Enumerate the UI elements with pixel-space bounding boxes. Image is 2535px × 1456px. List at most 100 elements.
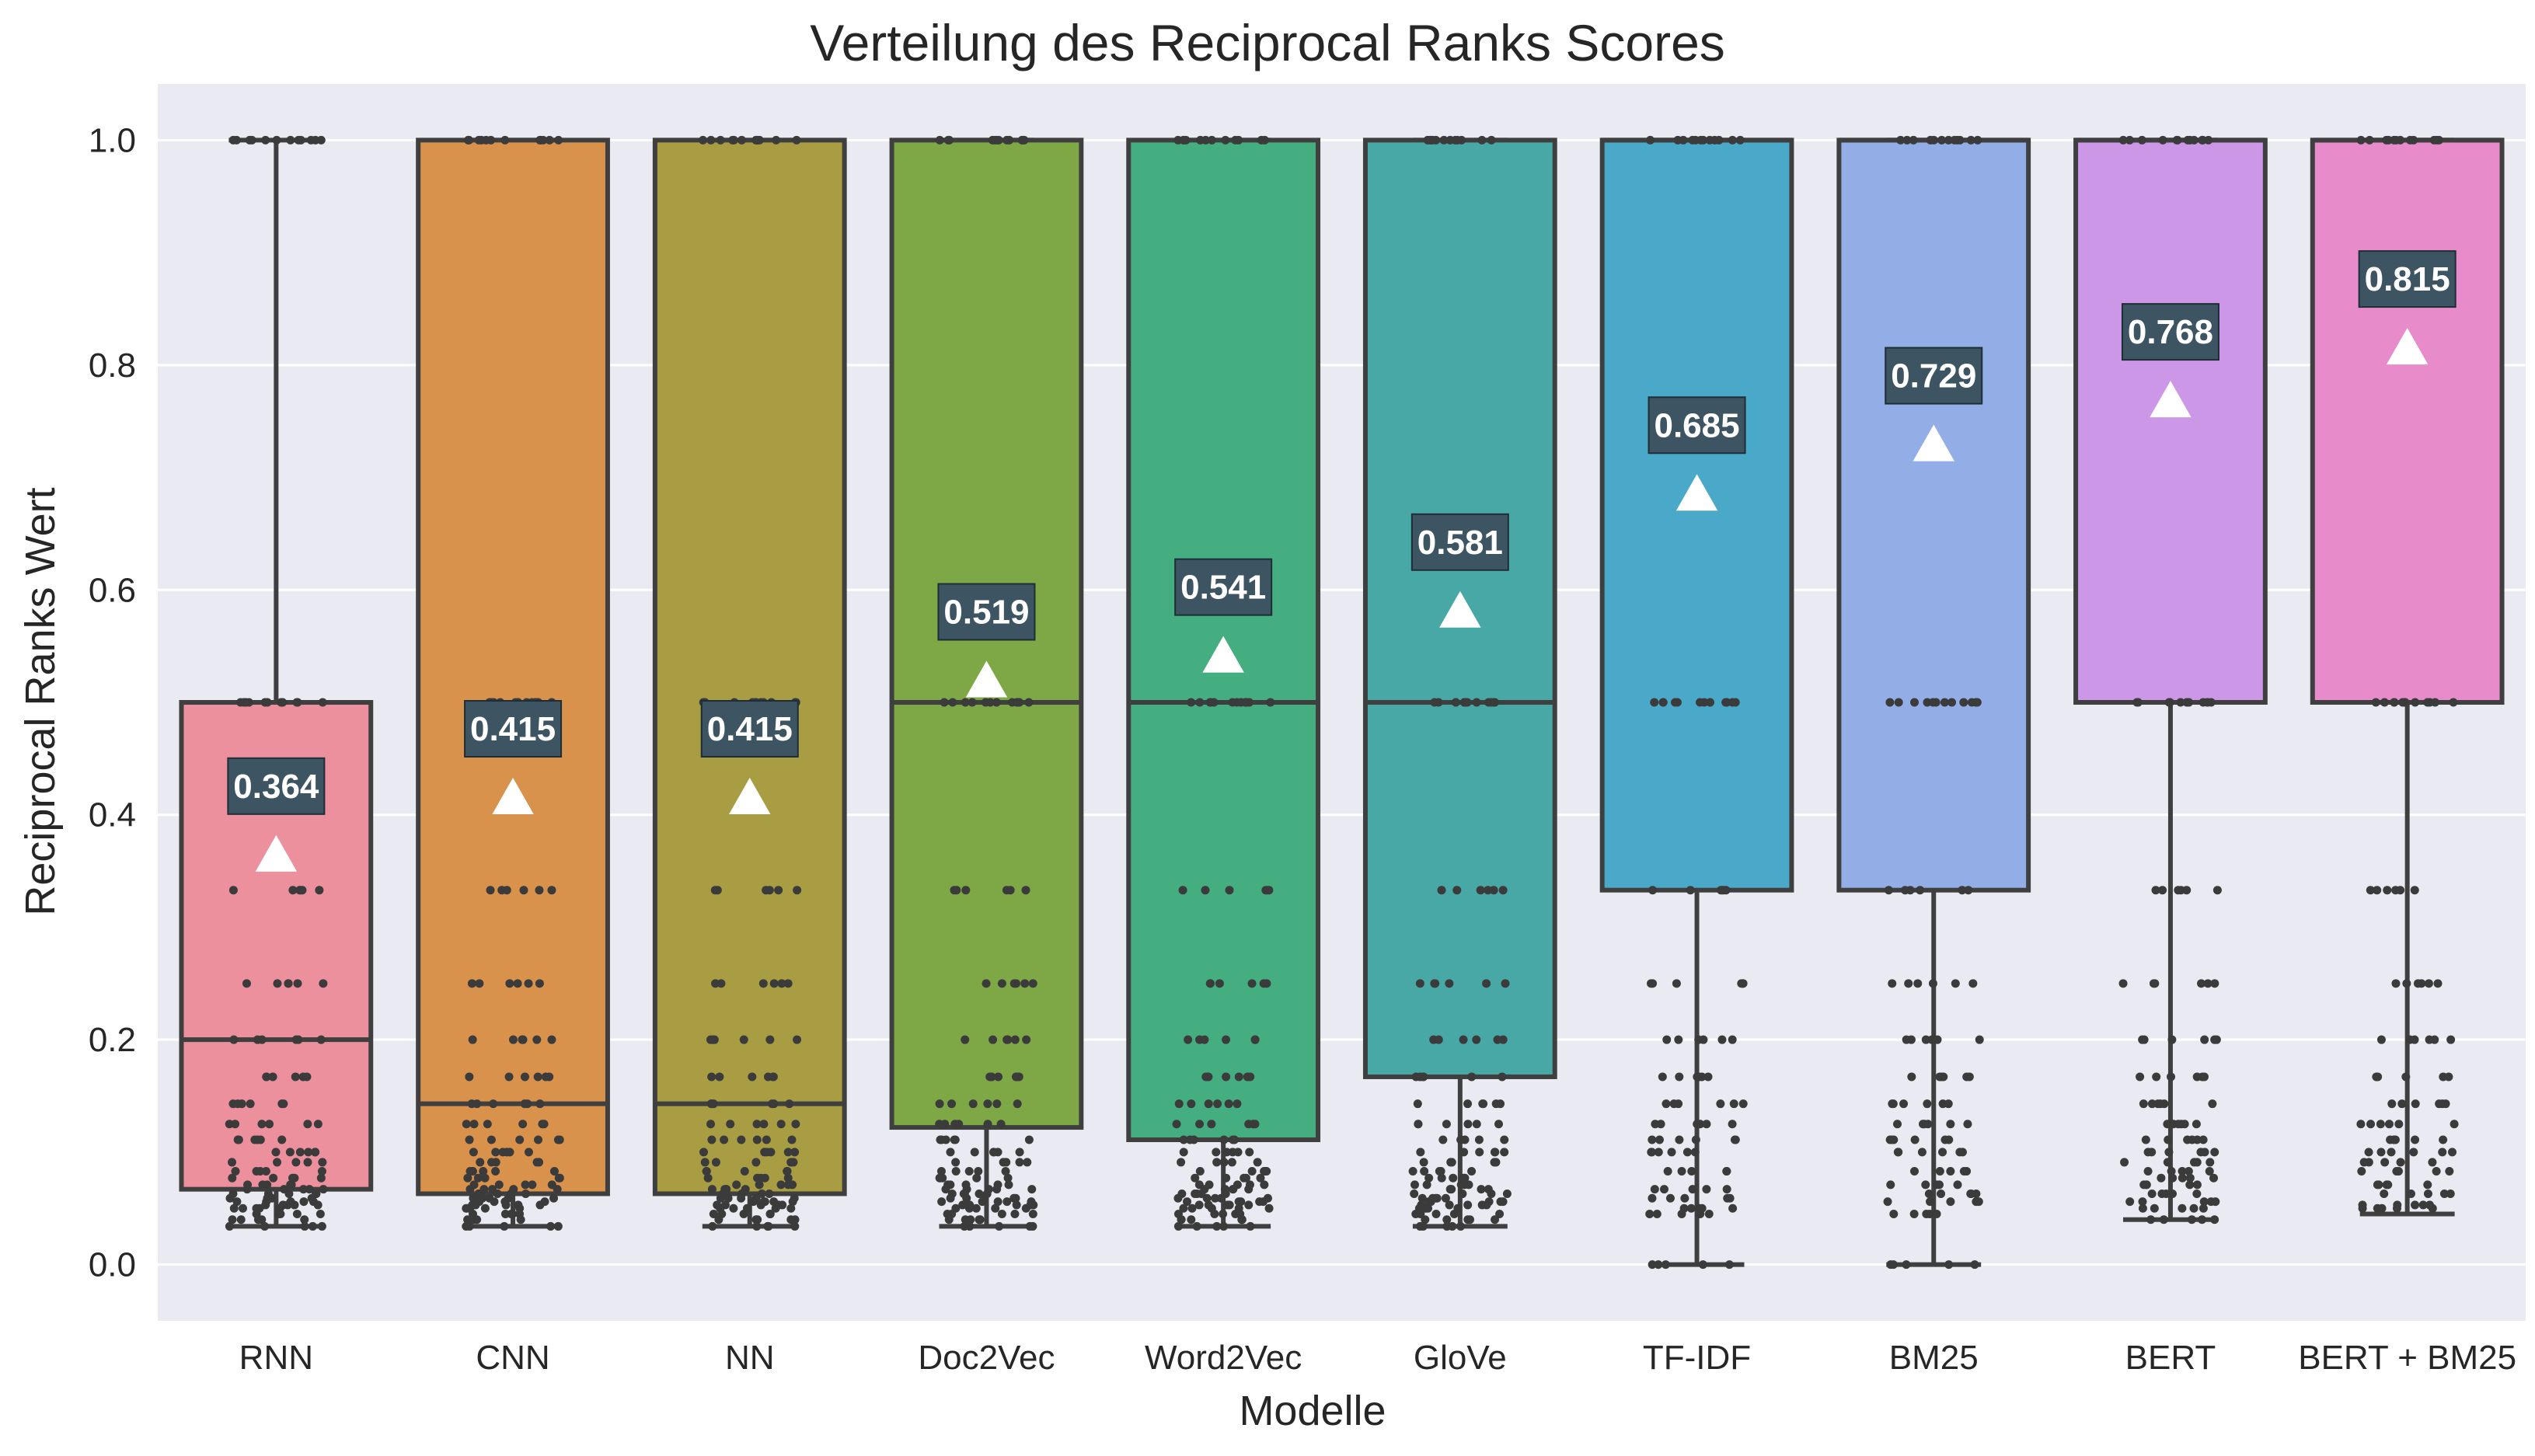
data-point [545, 135, 554, 145]
data-point [790, 1148, 800, 1157]
data-point [524, 979, 533, 988]
data-point [535, 1099, 545, 1109]
data-point [1229, 1185, 1238, 1194]
data-point [1002, 135, 1012, 145]
data-point [2380, 1189, 2389, 1198]
data-point [246, 1099, 255, 1109]
data-point [2439, 1189, 2449, 1198]
data-point [1449, 1210, 1459, 1219]
data-point [1923, 698, 1932, 707]
data-point [788, 1197, 797, 1207]
data-point [988, 135, 997, 145]
data-point [2169, 1120, 2178, 1129]
data-point [2449, 698, 2458, 707]
data-point [788, 1180, 797, 1190]
data-point [769, 979, 779, 988]
data-point [720, 1135, 729, 1144]
data-point [1027, 1185, 1037, 1194]
data-point [1463, 1200, 1473, 1210]
data-point [1460, 1173, 1470, 1183]
data-point [535, 1200, 545, 1210]
data-point [964, 1167, 974, 1176]
mean-value-label: 0.415 [470, 710, 556, 748]
data-point [1264, 1203, 1274, 1213]
data-point [1675, 1072, 1684, 1082]
data-point [2210, 1215, 2219, 1224]
strip-points [935, 135, 1038, 1231]
data-point [1728, 135, 1737, 145]
data-point [762, 886, 771, 895]
data-point [1487, 135, 1496, 145]
data-point [1500, 1135, 1509, 1144]
data-point [1648, 1135, 1657, 1144]
data-point [1013, 698, 1023, 707]
data-point [1648, 886, 1658, 895]
data-point [1448, 1221, 1457, 1231]
data-point [1179, 135, 1188, 145]
data-point [1209, 698, 1219, 707]
data-point [2406, 1189, 2415, 1198]
data-point [981, 698, 990, 707]
mean-value-label: 0.685 [1654, 406, 1739, 444]
data-point [2366, 886, 2375, 895]
data-point [1651, 1120, 1660, 1129]
data-point [1484, 886, 1493, 895]
y-tick-label: 1.0 [89, 121, 136, 159]
data-point [1476, 886, 1485, 895]
mean-marker: 0.768 [2121, 303, 2219, 418]
data-point [983, 1120, 992, 1129]
data-point [1204, 1099, 1213, 1109]
data-point [1921, 1180, 1930, 1190]
data-point [1472, 1120, 1481, 1129]
data-point [497, 886, 507, 895]
data-point [2377, 1203, 2387, 1213]
data-point [1185, 1135, 1194, 1144]
data-point [971, 1203, 981, 1213]
data-point [706, 1120, 715, 1129]
data-point [498, 1148, 507, 1157]
data-point [1494, 1120, 1504, 1129]
data-point [961, 698, 970, 707]
data-point [1691, 1135, 1700, 1144]
data-point [1667, 1148, 1676, 1157]
data-point [1250, 1035, 1260, 1044]
data-point [2390, 698, 2399, 707]
data-point [783, 1167, 792, 1176]
strip-points [1883, 135, 1984, 1270]
data-point [1216, 1193, 1226, 1203]
data-point [786, 1215, 796, 1224]
data-point [262, 1072, 271, 1082]
data-point [1951, 979, 1960, 988]
data-point [549, 1193, 559, 1203]
data-point [1207, 135, 1216, 145]
data-point [716, 1193, 725, 1203]
data-point [228, 1158, 237, 1167]
data-point [2357, 1167, 2366, 1176]
mean-value-label: 0.581 [1417, 524, 1503, 562]
data-point [505, 1148, 514, 1157]
data-point [1233, 1099, 1242, 1109]
data-point [277, 698, 287, 707]
y-tick-label: 0.6 [89, 571, 136, 609]
data-point [1654, 1148, 1663, 1157]
data-point [762, 1148, 772, 1157]
data-point [520, 1072, 529, 1082]
mean-marker: 0.415 [700, 700, 799, 815]
data-point [288, 1173, 298, 1183]
data-point [2356, 135, 2366, 145]
data-point [513, 979, 522, 988]
data-point [2163, 1158, 2172, 1167]
data-point [755, 135, 764, 145]
data-point [242, 1185, 252, 1194]
data-point [1179, 1148, 1188, 1157]
data-point [319, 979, 328, 988]
data-point [2185, 135, 2195, 145]
data-point [1173, 1221, 1183, 1231]
data-point [1191, 1173, 1200, 1183]
mean-value-label: 0.364 [233, 768, 319, 806]
data-point [1021, 886, 1030, 895]
data-point [465, 1072, 474, 1082]
data-point [1498, 1072, 1507, 1082]
data-point [1493, 1035, 1502, 1044]
data-point [783, 1148, 793, 1157]
